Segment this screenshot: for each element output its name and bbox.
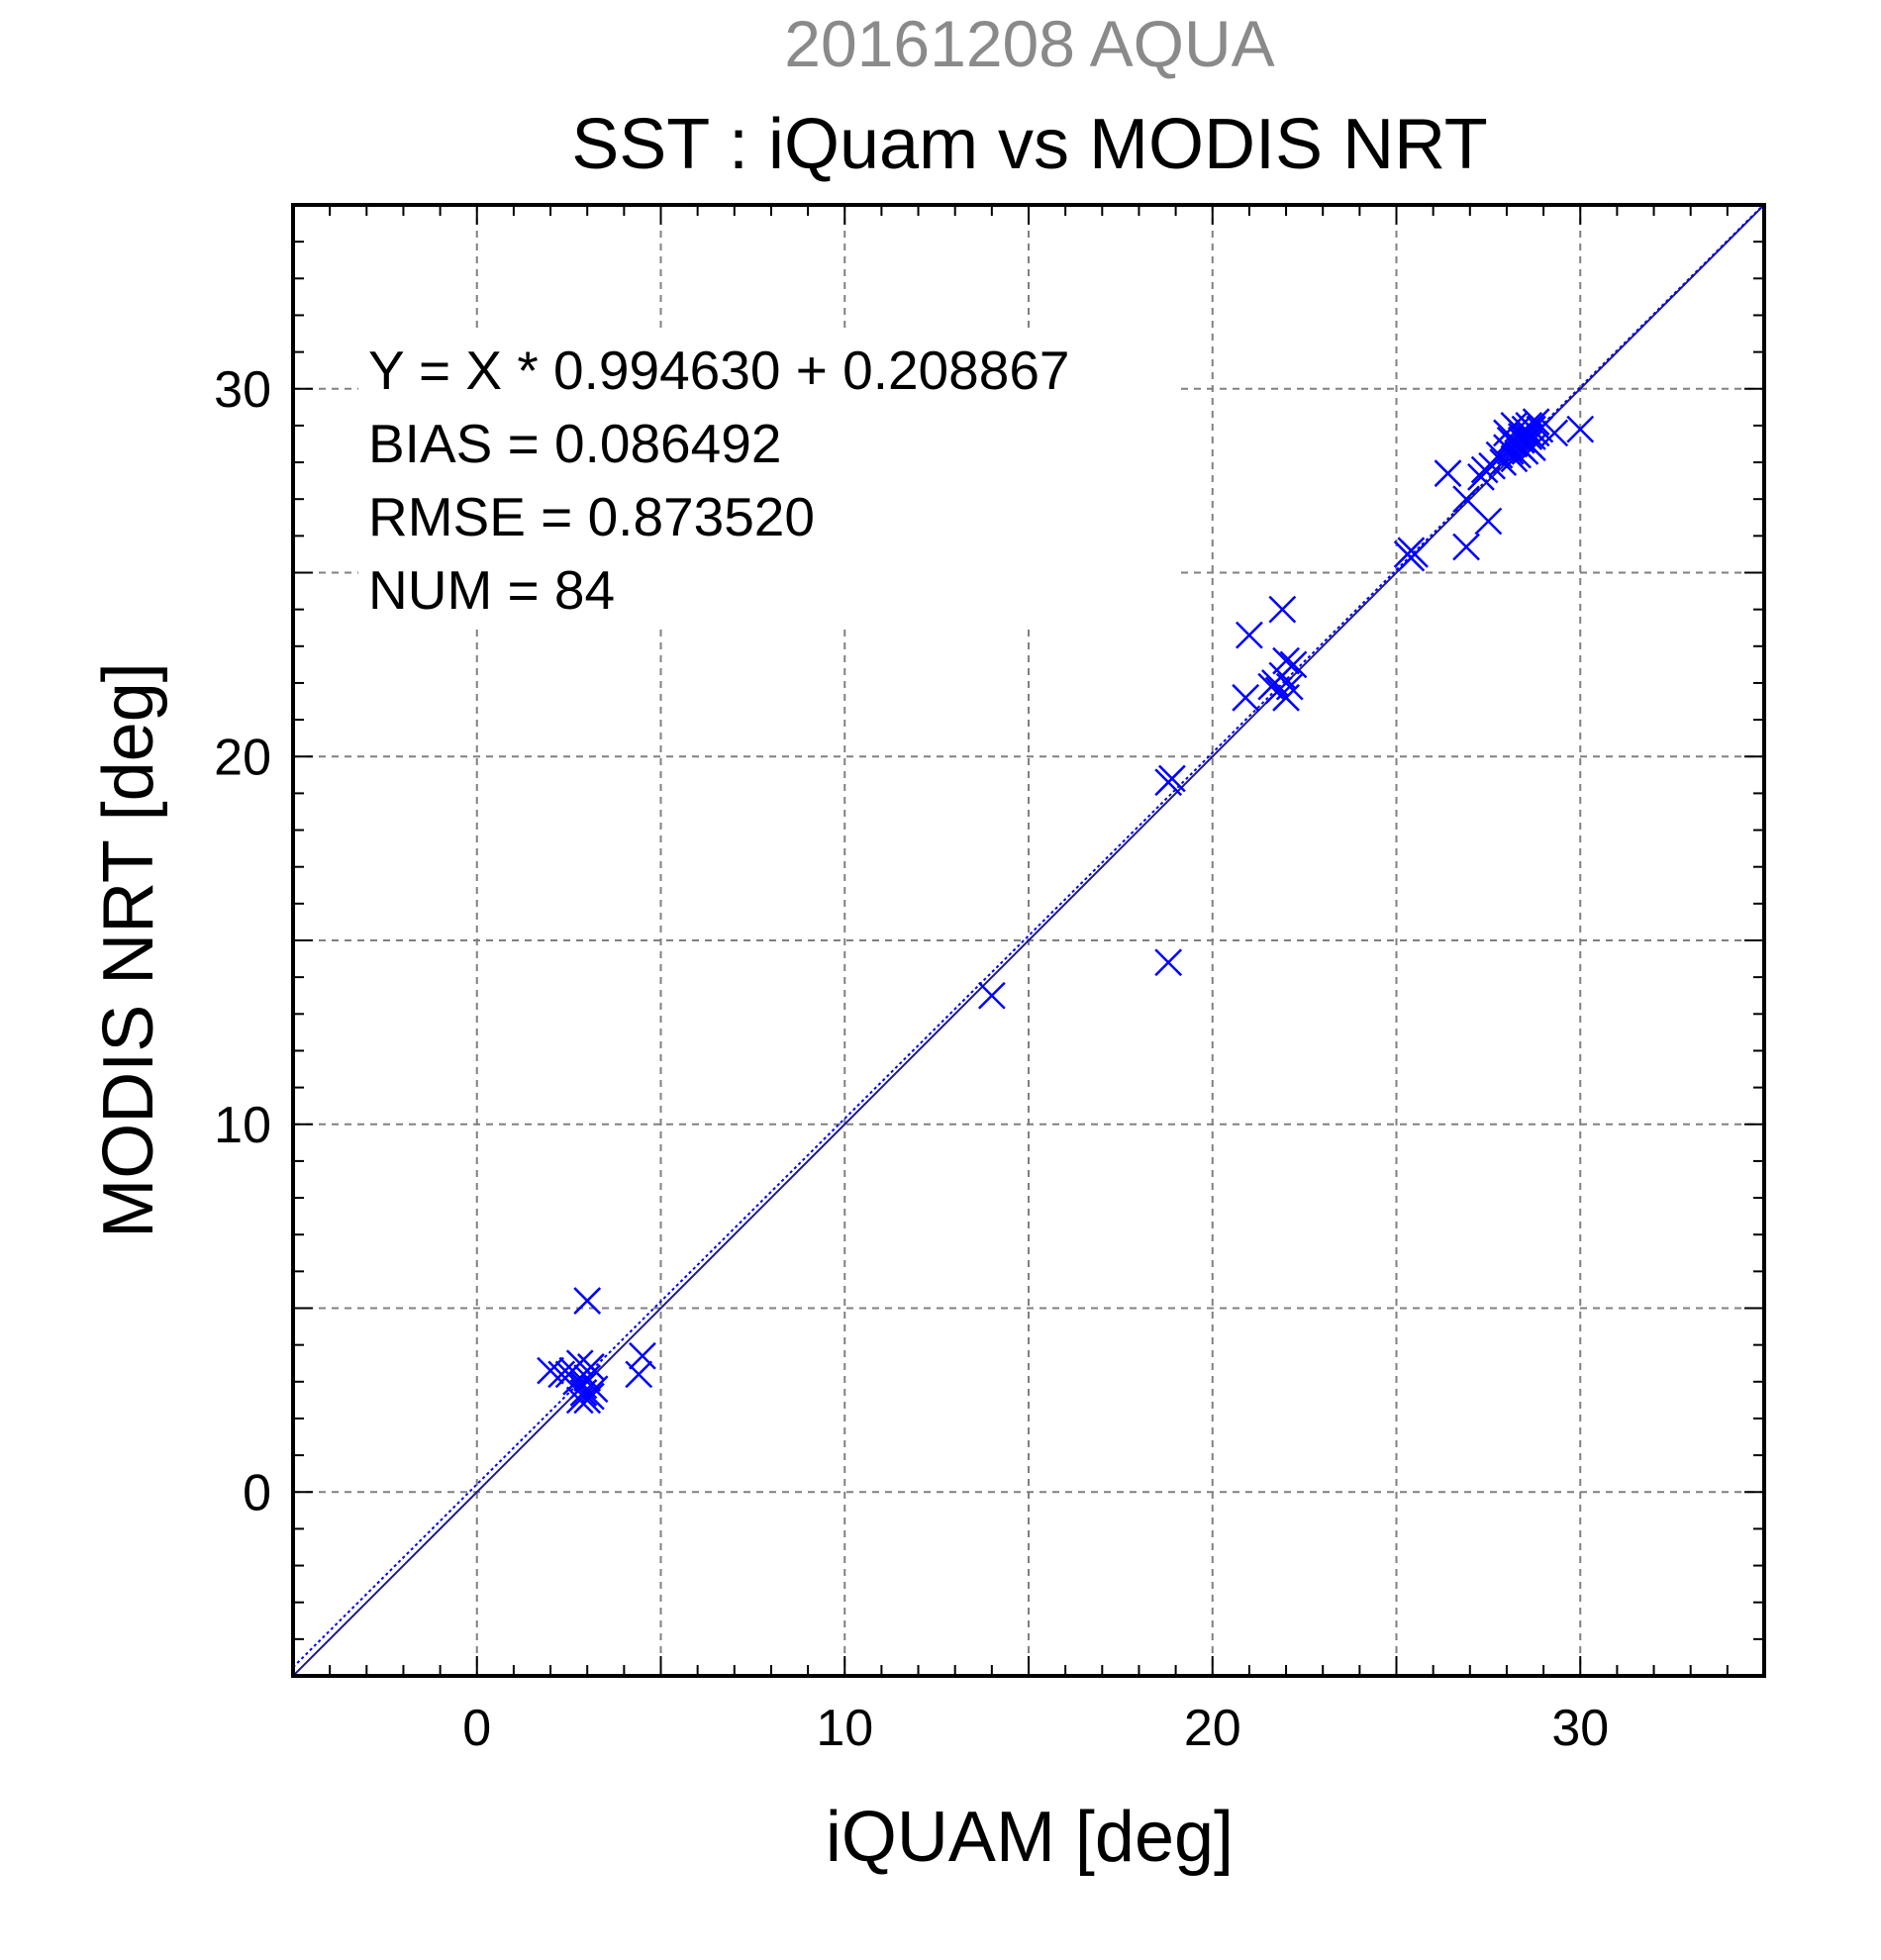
data-point (1397, 543, 1426, 572)
x-tick-label: 20 (1184, 1700, 1241, 1757)
stats-rmse: RMSE = 0.873520 (368, 486, 815, 547)
stats-box: Y = X * 0.994630 + 0.208867 BIAS = 0.086… (358, 332, 1180, 627)
y-tick-label: 0 (243, 1464, 271, 1521)
data-point-stroke (1474, 507, 1503, 536)
data-point-stroke (1279, 650, 1308, 679)
data-point (1158, 764, 1186, 793)
stats-background (358, 332, 1180, 627)
data-point (1236, 621, 1263, 649)
data-point-stroke (1236, 621, 1263, 649)
data-point-stroke (1232, 683, 1260, 712)
data-point (577, 1382, 605, 1411)
data-point-stroke (1434, 459, 1462, 488)
data-point (1272, 646, 1300, 675)
data-point (1452, 485, 1480, 514)
data-point-stroke (547, 1360, 576, 1389)
stats-num: NUM = 84 (368, 559, 615, 621)
stats-bias: BIAS = 0.086492 (368, 413, 781, 474)
data-point (1434, 459, 1462, 488)
data-point (1474, 507, 1503, 536)
x-tick-label: 30 (1551, 1700, 1609, 1757)
data-point (1515, 423, 1543, 450)
y-tick-label: 20 (214, 729, 271, 786)
data-point (1268, 595, 1297, 624)
data-point-stroke (629, 1341, 656, 1370)
data-point-stroke (1272, 683, 1300, 712)
data-point-stroke (573, 1364, 602, 1392)
data-point (537, 1356, 564, 1385)
y-tick-label: 10 (214, 1097, 271, 1154)
data-point-stroke (565, 1349, 594, 1378)
data-point (1522, 408, 1550, 437)
data-point-stroke (1268, 595, 1297, 624)
data-point (629, 1341, 656, 1370)
data-point-stroke (573, 1287, 602, 1315)
axis-tick-labels: 0 10 20 30 0 10 20 30 (214, 361, 1609, 1757)
data-point-stroke (1158, 764, 1186, 793)
data-point (977, 981, 1006, 1010)
data-point-stroke (1397, 543, 1426, 572)
data-point-stroke (577, 1353, 605, 1381)
data-point-stroke (1272, 646, 1300, 675)
data-point-stroke (1566, 415, 1595, 443)
data-point-stroke (977, 981, 1006, 1010)
data-point-stroke (1515, 423, 1543, 450)
data-point (565, 1349, 594, 1378)
y-axis-label: MODIS NRT [deg] (89, 662, 168, 1238)
data-points (537, 408, 1595, 1415)
data-point (1540, 419, 1569, 447)
data-point (573, 1287, 602, 1315)
data-point (1275, 672, 1304, 701)
data-point (580, 1375, 609, 1404)
x-axis-label: iQUAM [deg] (825, 1798, 1235, 1877)
chart-title: SST : iQuam vs MODIS NRT (571, 105, 1488, 184)
data-point-stroke (1500, 430, 1529, 458)
data-point-stroke (1452, 533, 1480, 561)
stats-equation: Y = X * 0.994630 + 0.208867 (368, 340, 1070, 401)
data-point-stroke (577, 1382, 605, 1411)
x-tick-label: 10 (816, 1700, 873, 1757)
data-point-stroke (1540, 419, 1569, 447)
data-point (1154, 948, 1183, 977)
data-point-stroke (625, 1360, 653, 1389)
plot-frame (291, 203, 1766, 1678)
data-point-stroke (1452, 485, 1480, 514)
data-point-stroke (565, 1386, 594, 1415)
x-tick-label: 0 (462, 1700, 491, 1757)
data-point (1272, 683, 1300, 712)
y-tick-label: 30 (214, 361, 271, 419)
chart-supertitle: 20161208 AQUA (784, 7, 1275, 80)
data-point-stroke (1275, 672, 1304, 701)
data-point (1566, 415, 1595, 443)
data-point-stroke (580, 1375, 609, 1404)
data-point (1500, 430, 1529, 458)
data-point (547, 1360, 576, 1389)
data-point (1232, 683, 1260, 712)
data-point (1452, 533, 1480, 561)
data-point-stroke (537, 1356, 564, 1385)
data-point-stroke (1522, 408, 1550, 437)
data-point (565, 1386, 594, 1415)
data-point (577, 1353, 605, 1381)
data-point-stroke (1154, 948, 1183, 977)
data-point (1279, 650, 1308, 679)
data-point (625, 1360, 653, 1389)
